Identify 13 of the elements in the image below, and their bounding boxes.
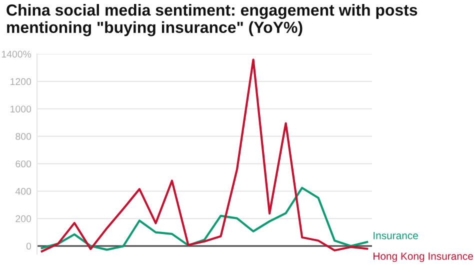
- y-tick-label: 600: [16, 160, 32, 168]
- y-tick-label: 1400%: [2, 50, 32, 58]
- series-label: Hong Kong Insurance: [374, 252, 473, 262]
- line-series: [40, 186, 368, 251]
- y-tick-label: 1000: [10, 106, 32, 112]
- y-tick-label: 1200: [10, 78, 32, 86]
- chart-title: China social media sentiment: engagement with posts mentioning "buying insurance" (YoY%): [6, 4, 418, 36]
- y-tick-label: 0: [26, 242, 32, 250]
- y-tick-label: 800: [16, 133, 32, 140]
- y-tick-label: 400: [15, 188, 32, 195]
- line-series: [40, 58, 368, 252]
- y-tick-label: 200: [16, 215, 32, 222]
- series-label: Insurance: [374, 232, 418, 240]
